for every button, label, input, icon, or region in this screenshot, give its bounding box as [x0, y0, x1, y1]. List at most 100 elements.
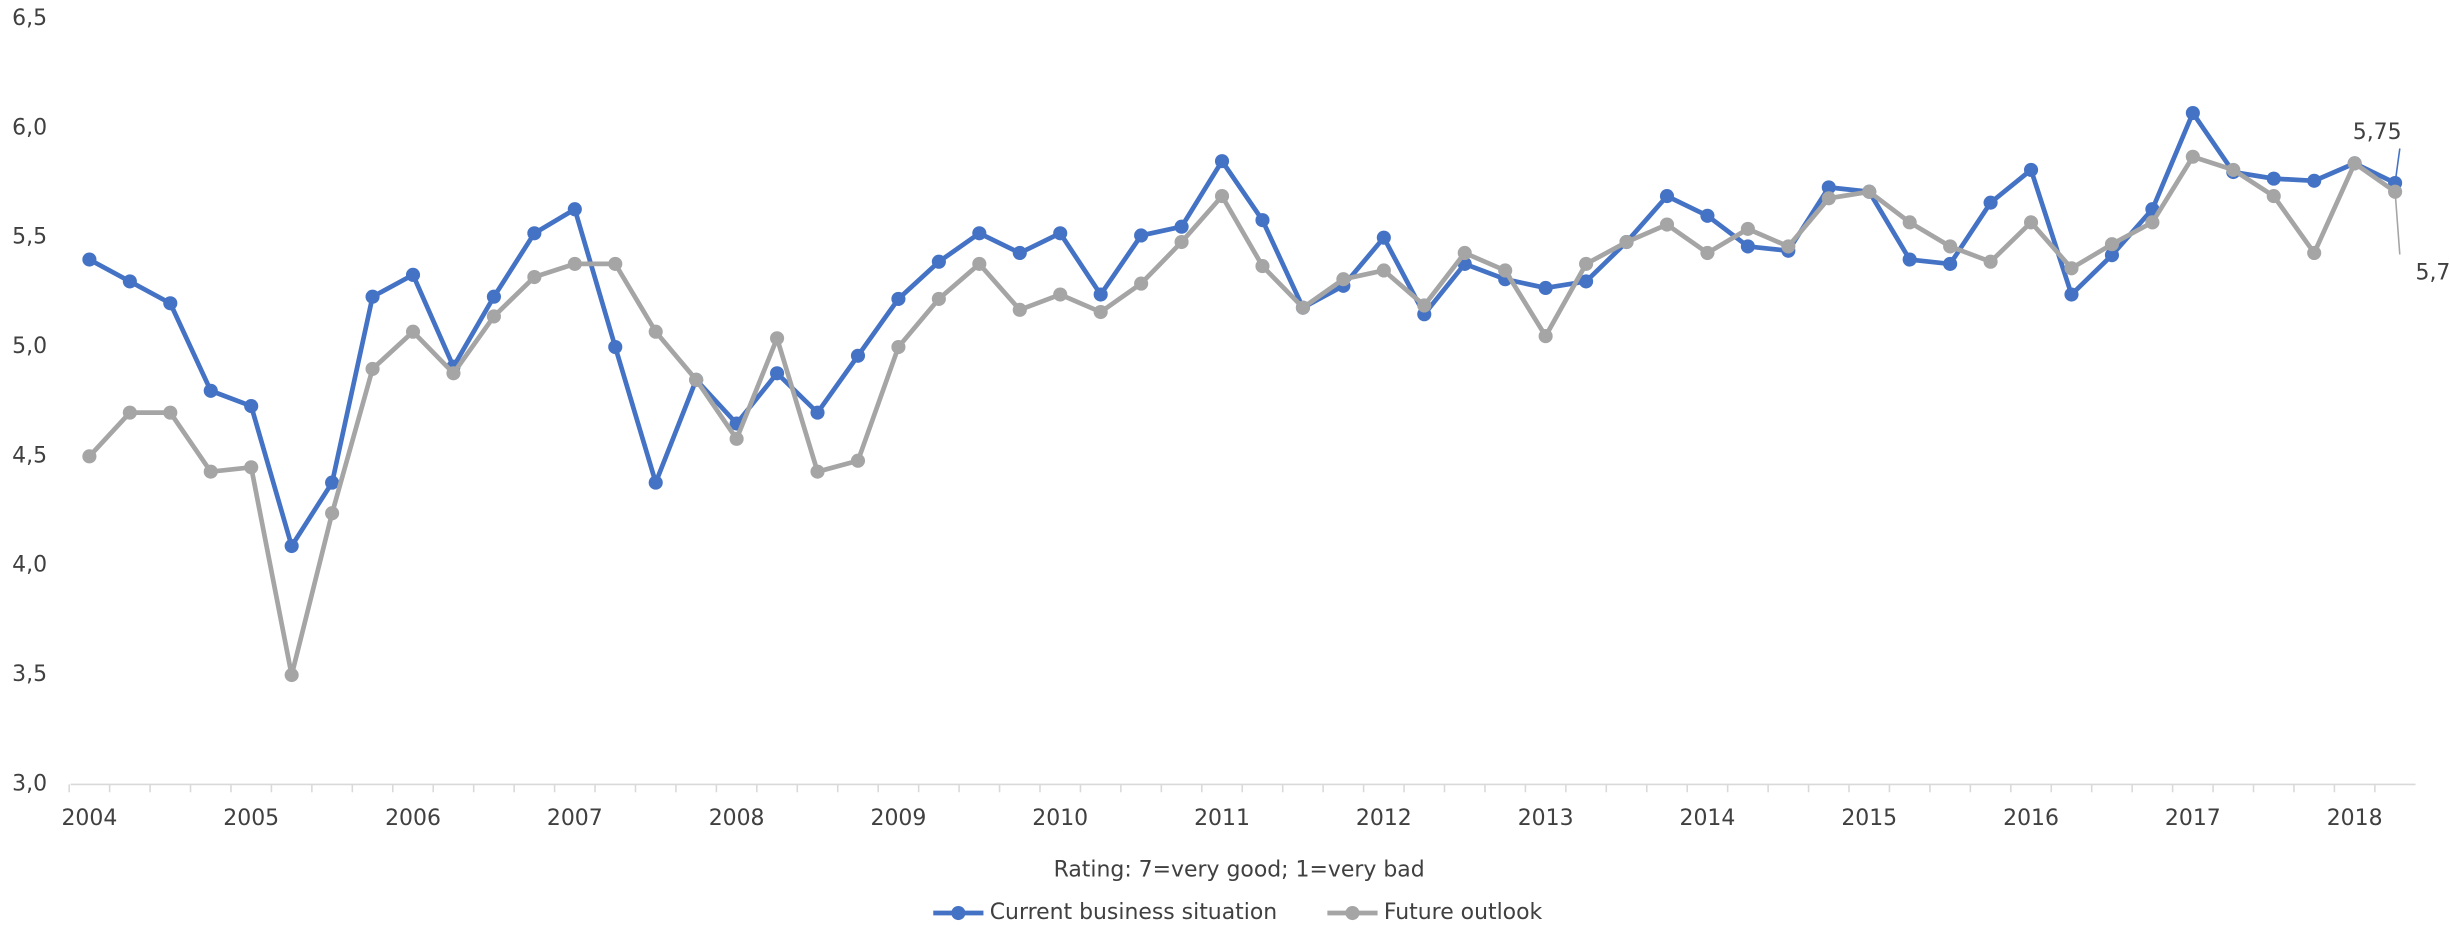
data-point: [1821, 191, 1836, 206]
data-point: [1134, 276, 1149, 291]
data-point: [1174, 219, 1189, 234]
data-point: [325, 475, 340, 490]
series-line: [87, 154, 2397, 678]
data-point: [1740, 239, 1755, 254]
data-point: [2307, 245, 2322, 261]
data-point: [810, 464, 825, 479]
data-point: [325, 506, 340, 521]
data-point: [1740, 221, 1755, 236]
data-point: [1943, 256, 1958, 271]
data-point: [163, 296, 178, 311]
data-point: [203, 464, 218, 479]
data-point: [365, 289, 380, 304]
data-point: [850, 348, 866, 363]
data-point: [1255, 213, 1270, 228]
data-point: [527, 269, 542, 285]
x-tick-label: 2016: [2003, 806, 2059, 831]
x-tick-label: 2017: [2165, 806, 2221, 831]
data-point: [1902, 215, 1917, 230]
data-point: [567, 202, 582, 217]
data-point: [810, 405, 825, 420]
data-point: [122, 274, 137, 289]
data-point: [1457, 245, 1472, 261]
data-point: [1983, 195, 1998, 210]
x-tick-label: 2006: [385, 806, 441, 831]
data-point: [2104, 237, 2120, 252]
data-point: [405, 267, 421, 282]
data-point: [1255, 259, 1270, 274]
data-point: [1619, 234, 1634, 250]
data-point: [2023, 162, 2039, 177]
x-tick-label: 2014: [1680, 806, 1736, 831]
data-point: [284, 538, 299, 554]
data-point: [1498, 263, 1513, 278]
data-point: [2347, 156, 2362, 171]
data-point: [2064, 261, 2079, 276]
data-point: [2185, 105, 2200, 121]
data-point: [1781, 239, 1796, 254]
data-point: [2266, 189, 2281, 204]
data-point: [1659, 217, 1675, 232]
y-tick-label: 4,0: [12, 553, 47, 578]
data-point: [648, 324, 663, 339]
data-point: [82, 252, 97, 267]
series-line: [88, 110, 2397, 549]
x-tick-label: 2011: [1194, 806, 1250, 831]
data-point: [1700, 245, 1715, 261]
data-point: [689, 372, 704, 387]
data-point: [770, 331, 785, 346]
data-point: [2023, 215, 2039, 230]
data-point: [365, 361, 380, 376]
x-tick-label: 2012: [1356, 806, 1412, 831]
y-tick-label: 4,5: [12, 443, 47, 468]
data-point: [850, 453, 866, 468]
data-point: [1376, 263, 1391, 278]
data-point: [2307, 173, 2322, 188]
data-point: [1376, 230, 1391, 245]
data-point: [203, 383, 218, 398]
data-point: [931, 291, 946, 306]
data-point: [1012, 245, 1027, 261]
data-point: [284, 668, 299, 683]
data-point: [244, 399, 259, 414]
data-point: [1983, 254, 1998, 269]
x-tick-label: 2010: [1032, 806, 1088, 831]
data-point: [527, 226, 542, 241]
data-point: [1012, 302, 1027, 317]
data-point: [1093, 304, 1108, 320]
label-leader: [2394, 191, 2401, 255]
y-tick-label: 3,5: [12, 662, 47, 687]
data-point: [2064, 287, 2079, 302]
data-point: [2104, 248, 2120, 263]
data-point: [567, 256, 582, 271]
data-point: [972, 256, 987, 271]
data-point: [1821, 180, 1836, 195]
data-point: [891, 291, 906, 306]
data-point: [2226, 162, 2241, 177]
legend-label: Current business situation: [990, 900, 1277, 925]
label-leader: [2394, 148, 2401, 184]
y-tick-label: 6,0: [12, 115, 47, 140]
x-tick-label: 2007: [547, 806, 603, 831]
data-point: [163, 405, 178, 420]
data-point: [1214, 154, 1230, 169]
data-label: 5,75: [2353, 120, 2402, 145]
data-point: [891, 339, 906, 355]
data-point: [1943, 239, 1958, 254]
x-tick-label: 2004: [61, 806, 117, 831]
data-point: [1902, 252, 1917, 267]
legend-marker: [1345, 905, 1360, 921]
x-tick-label: 2015: [1841, 806, 1897, 831]
y-tick-label: 3,0: [12, 771, 47, 796]
data-point: [122, 405, 137, 420]
legend-marker: [951, 905, 966, 921]
data-point: [1417, 298, 1432, 313]
data-point: [608, 256, 623, 271]
data-point: [244, 460, 259, 475]
data-point: [648, 475, 663, 490]
data-point: [1295, 300, 1310, 315]
data-point: [770, 366, 785, 381]
y-tick-label: 6,5: [12, 6, 47, 31]
x-tick-label: 2009: [870, 806, 926, 831]
